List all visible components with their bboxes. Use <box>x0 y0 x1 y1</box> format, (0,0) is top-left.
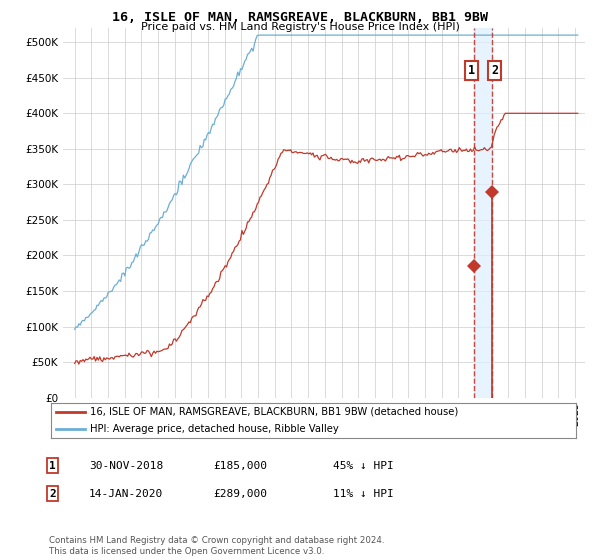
Bar <box>473 28 492 398</box>
Text: 1: 1 <box>49 461 56 471</box>
Text: 30-NOV-2018: 30-NOV-2018 <box>89 461 163 471</box>
Text: HPI: Average price, detached house, Ribble Valley: HPI: Average price, detached house, Ribb… <box>91 424 339 434</box>
Text: Price paid vs. HM Land Registry's House Price Index (HPI): Price paid vs. HM Land Registry's House … <box>140 22 460 32</box>
Text: 2: 2 <box>49 489 56 499</box>
Text: 16, ISLE OF MAN, RAMSGREAVE, BLACKBURN, BB1 9BW (detached house): 16, ISLE OF MAN, RAMSGREAVE, BLACKBURN, … <box>91 407 458 417</box>
Text: 45% ↓ HPI: 45% ↓ HPI <box>333 461 394 471</box>
Text: Contains HM Land Registry data © Crown copyright and database right 2024.
This d: Contains HM Land Registry data © Crown c… <box>49 536 385 556</box>
Text: £185,000: £185,000 <box>213 461 267 471</box>
Text: 1: 1 <box>467 64 475 77</box>
Text: 11% ↓ HPI: 11% ↓ HPI <box>333 489 394 499</box>
Text: 2: 2 <box>491 64 499 77</box>
Text: 16, ISLE OF MAN, RAMSGREAVE, BLACKBURN, BB1 9BW: 16, ISLE OF MAN, RAMSGREAVE, BLACKBURN, … <box>112 11 488 24</box>
Text: 14-JAN-2020: 14-JAN-2020 <box>89 489 163 499</box>
Text: £289,000: £289,000 <box>213 489 267 499</box>
